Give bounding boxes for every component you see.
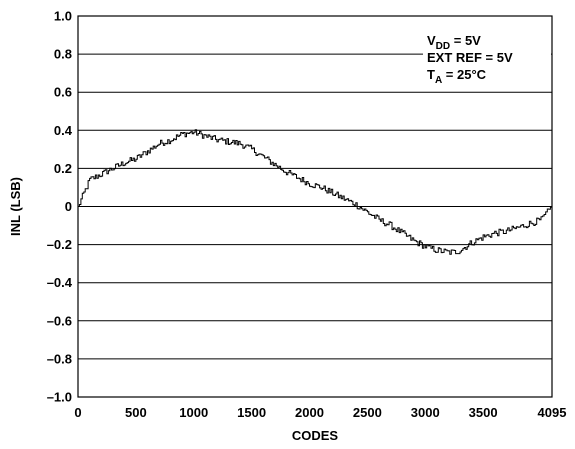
ta-annotation: TA = 25°C	[427, 67, 487, 86]
x-tick-label: 1500	[237, 405, 266, 420]
y-tick-label: 0	[65, 199, 72, 214]
y-tick-label: –0.6	[47, 313, 72, 328]
y-tick-label: –1.0	[47, 390, 72, 405]
y-axis-title: INL (LSB)	[8, 177, 23, 236]
inl-series-line	[78, 129, 553, 255]
x-tick-label: 3000	[411, 405, 440, 420]
y-tick-label: 1.0	[54, 9, 72, 24]
y-tick-label: –0.4	[47, 275, 73, 290]
y-tick-label: 0.4	[54, 123, 73, 138]
x-tick-label: 3500	[469, 405, 498, 420]
x-tick-label: 2500	[353, 405, 382, 420]
x-tick-labels: 0 500 1000 1500 2000 2500 3000 3500 4095	[74, 405, 566, 420]
y-tick-label: –0.8	[47, 351, 72, 366]
vdd-annotation: VDD = 5V	[427, 33, 481, 52]
x-tick-label: 4095	[538, 405, 567, 420]
y-tick-label: 0.2	[54, 161, 72, 176]
gridlines	[78, 53, 552, 360]
y-tick-label: 0.8	[54, 47, 72, 62]
ext-ref-annotation: EXT REF = 5V	[427, 50, 513, 65]
y-tick-label: –0.2	[47, 237, 72, 252]
series-layer	[78, 129, 553, 255]
x-tick-label: 500	[125, 405, 147, 420]
x-tick-label: 2000	[295, 405, 324, 420]
x-tick-label: 1000	[179, 405, 208, 420]
y-tick-labels: 1.0 0.8 0.6 0.4 0.2 0 –0.2 –0.4 –0.6 –0.8 –1.0	[47, 9, 73, 405]
y-tick-label: 0.6	[54, 85, 72, 100]
x-axis-title: CODES	[292, 428, 339, 443]
conditions-annotation: VDD = 5V EXT REF = 5V TA = 25°C	[423, 29, 551, 86]
x-tick-label: 0	[74, 405, 81, 420]
